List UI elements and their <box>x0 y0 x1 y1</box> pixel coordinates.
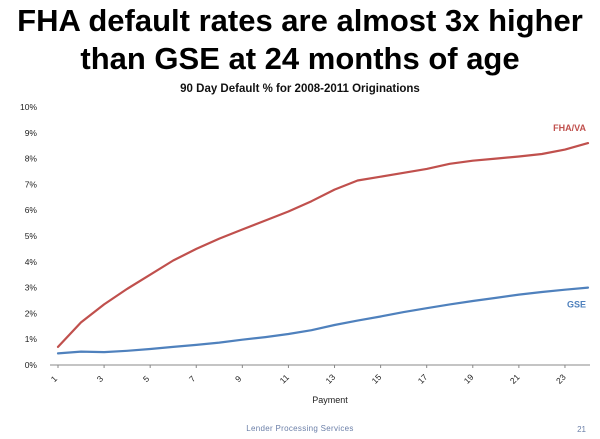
series-lines: FHA/VA GSE <box>56 123 590 355</box>
y-tick-label: 7% <box>25 179 38 189</box>
series-line-gse <box>56 286 590 355</box>
series-label: GSE <box>567 300 586 310</box>
x-tick-label: 7 <box>187 373 198 384</box>
footer-company-name: Lender Processing Services <box>246 424 354 433</box>
y-tick-label: 3% <box>25 283 38 293</box>
x-tick-label: 3 <box>95 373 106 384</box>
y-tick-label: 10% <box>20 102 37 112</box>
x-axis-ticks: 1 3 5 7 9 11 13 15 17 19 21 23 <box>49 365 568 386</box>
x-tick-label: 9 <box>233 373 244 384</box>
x-tick-label: 13 <box>324 372 338 386</box>
series-label: FHA/VA <box>553 123 586 133</box>
y-tick-label: 4% <box>25 257 38 267</box>
x-tick-label: 15 <box>370 372 384 386</box>
x-axis-title: Payment <box>312 395 348 405</box>
x-tick-label: 1 <box>49 373 60 384</box>
y-tick-label: 5% <box>25 231 38 241</box>
y-tick-label: 6% <box>25 205 38 215</box>
x-tick-label: 5 <box>141 373 152 384</box>
y-tick-label: 0% <box>25 360 38 370</box>
line-chart: 0%1%2%3%4%5%6%7%8%9%10% 1 3 5 7 9 11 13 15 17 19 2… <box>20 102 590 405</box>
chart-title: 90 Day Default % for 2008-2011 Originati… <box>180 83 420 95</box>
x-tick-label: 11 <box>278 372 292 386</box>
y-tick-label: 2% <box>25 308 38 318</box>
slide-title-line-2: than GSE at 24 months of age <box>80 41 520 76</box>
series-line-fha-va <box>56 142 590 348</box>
y-tick-label: 1% <box>25 334 38 344</box>
x-tick-label: 23 <box>554 372 568 386</box>
slide-title-line-1: FHA default rates are almost 3x higher <box>17 3 583 38</box>
y-axis-ticks: 0% 1% 2% 3% 4% 5% 6% 7% 8% 9% 10% <box>20 102 37 370</box>
y-tick-label: 8% <box>25 154 38 164</box>
x-tick-label: 17 <box>416 372 430 386</box>
x-tick-label: 19 <box>462 372 476 386</box>
x-tick-label: 21 <box>508 372 522 386</box>
y-tick-label: 9% <box>25 128 38 138</box>
slide-title: FHA default rates are almost 3x higher t… <box>0 2 600 78</box>
page-number: 21 <box>577 425 586 434</box>
